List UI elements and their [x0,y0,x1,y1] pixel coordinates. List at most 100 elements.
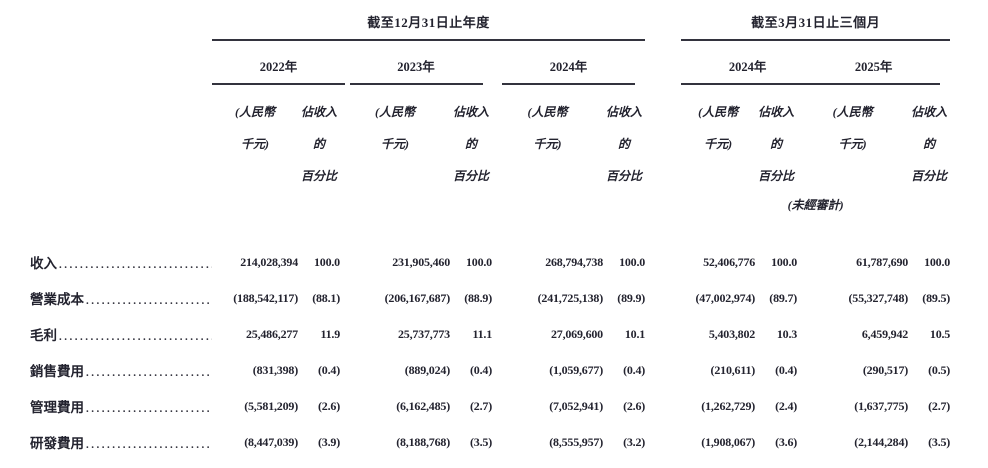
pct-cell: (89.5) [922,290,951,305]
row-label: 研發費用 [0,424,212,460]
section-header-row: 截至12月31日止年度 截至3月31日止三個月 [0,0,951,41]
value-cell: (831,398) [252,362,298,377]
spacer [645,352,681,388]
value-cell: 52,406,776 [703,254,756,269]
subheader-amount: (人民幣 千元) [832,105,873,151]
pct-cell: (3.9) [318,434,340,449]
subheader-percent: 佔收入的 百分比 [606,105,643,183]
spacer [645,424,681,460]
pct-cell: 5.4 [603,460,645,468]
value-cell: (5,581,209) [244,398,298,413]
table-row-rd-expenses: 研發費用 (8,447,039) (3.9) (8,188,768) (3.5)… [0,424,950,460]
subheader-percent: 佔收入的 百分比 [452,105,489,183]
year-header-2024-q1: 2024年 [681,40,815,85]
row-label: 年／期內利潤 [0,460,212,468]
pct-cell: 5.5 [908,460,950,468]
pct-cell: (88.9) [464,290,492,305]
value-cell: (241,725,138) [537,290,604,305]
pct-cell: 5.3 [450,460,492,468]
pct-cell: 10.5 [929,326,951,341]
spacer [645,236,681,280]
spacer [645,460,681,468]
subheader-percent: 佔收入的 百分比 [758,105,795,183]
section-header-annual: 截至12月31日止年度 [212,0,646,41]
spacer [645,40,681,85]
spacer [0,0,212,40]
pct-cell: 100.0 [465,254,492,269]
row-label: 管理費用 [0,388,212,424]
row-label: 收入 [0,236,212,280]
spacer [0,85,212,192]
dot-leader [57,259,212,271]
pct-cell: (3.2) [623,434,646,449]
value-cell: 10,490,677 [212,460,298,468]
pct-cell: (2.4) [775,398,798,413]
value-cell: (8,555,957) [549,434,603,449]
dot-leader [57,331,212,343]
value-cell: 12,243,213 [340,460,450,468]
pct-cell: 100.0 [313,254,340,269]
pct-cell: 100.0 [771,254,798,269]
pct-cell: 100.0 [619,254,646,269]
value-cell: 25,486,277 [245,326,298,341]
row-label: 營業成本 [0,280,212,316]
subheader-amount: (人民幣 千元) [527,105,568,151]
subheader-amount: (人民幣 千元) [375,105,415,151]
value-cell: (1,262,729) [701,398,756,413]
spacer [645,388,681,424]
value-cell: 214,028,394 [240,254,298,269]
pct-cell: (0.5) [928,362,951,377]
value-cell: 231,905,460 [392,254,450,269]
subheader-amount: (人民幣 千元) [235,105,275,151]
value-cell: 2,572,967 [681,460,755,468]
value-cell: (206,167,687) [384,290,451,305]
dot-leader [84,403,212,415]
value-cell: 61,787,690 [856,254,909,269]
year-header-2024: 2024年 [492,40,645,85]
value-cell: (188,542,117) [233,290,298,305]
spacer [645,0,681,40]
value-cell: 25,737,773 [397,326,450,341]
pct-cell: (2.7) [470,398,492,413]
table-row-admin-expenses: 管理費用 (5,581,209) (2.6) (6,162,485) (2.7)… [0,388,950,424]
unaudited-note: (未經審計) [787,198,844,212]
value-cell: (55,327,748) [848,290,909,305]
value-cell: 14,579,044 [492,460,603,468]
pct-cell: (3.5) [928,434,951,449]
value-cell: (8,447,039) [244,434,298,449]
pct-cell: 10.1 [624,326,646,341]
subheader-percent: 佔收入的 百分比 [911,105,948,183]
value-cell: (8,188,768) [396,434,450,449]
table-row-revenue: 收入 214,028,394 100.0 231,905,460 100.0 2… [0,236,950,280]
pct-cell: (3.6) [775,434,798,449]
row-label: 毛利 [0,316,212,352]
pct-cell: (2.7) [928,398,951,413]
pct-cell: 11.9 [320,326,340,341]
value-cell: 3,377,043 [797,460,908,468]
value-cell: 6,459,942 [861,326,909,341]
spacer [0,40,212,85]
pct-cell: 4.9 [755,460,797,468]
table-row-selling-expenses: 銷售費用 (831,398) (0.4) (889,024) (0.4) (1,… [0,352,950,388]
pct-cell: (0.4) [775,362,798,377]
pct-cell: (0.4) [318,362,340,377]
pct-cell: (88.1) [312,290,340,305]
pct-cell: (0.4) [470,362,492,377]
value-cell: 5,403,802 [708,326,756,341]
value-cell: (1,059,677) [549,362,603,377]
dot-leader [84,439,212,451]
pct-cell: (2.6) [318,398,340,413]
pct-cell: (3.5) [470,434,492,449]
subheader-percent: 佔收入的 百分比 [300,105,337,183]
income-statement-summary-table: 截至12月31日止年度 截至3月31日止三個月 2022年 2023年 2024… [0,0,950,468]
table-row-cost-of-sales: 營業成本 (188,542,117) (88.1) (206,167,687) … [0,280,950,316]
dot-leader [84,367,212,379]
value-cell: (7,052,941) [549,398,603,413]
value-cell: (2,144,284) [854,434,909,449]
pct-cell: (2.6) [623,398,646,413]
pct-cell: 100.0 [924,254,951,269]
dot-leader [84,295,212,307]
pct-cell: 11.1 [472,326,492,341]
year-header-2025-q1: 2025年 [797,40,950,85]
